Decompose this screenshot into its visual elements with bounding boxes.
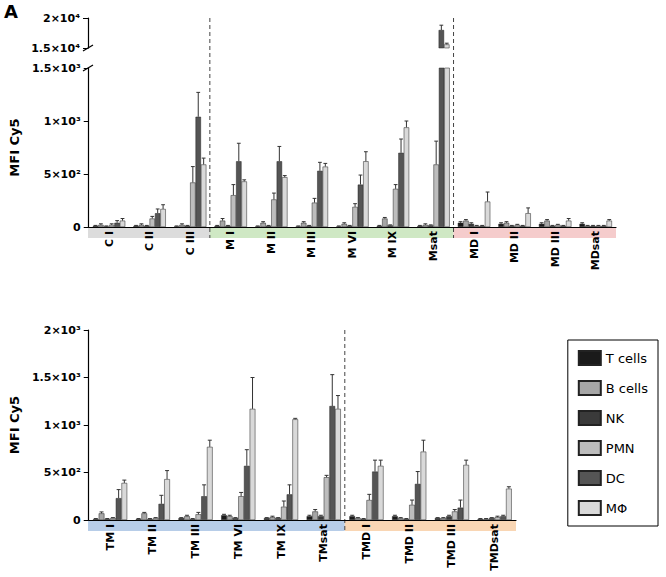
svg-text:0: 0: [73, 514, 81, 527]
svg-text:C I: C I: [103, 231, 116, 247]
svg-text:M IX: M IX: [386, 230, 399, 258]
svg-text:TMD III: TMD III: [445, 524, 458, 568]
svg-text:NK: NK: [606, 411, 625, 426]
svg-text:TMD II: TMD II: [403, 524, 416, 564]
svg-text:C II: C II: [143, 231, 156, 251]
svg-text:1.5×10⁴: 1.5×10⁴: [31, 42, 80, 55]
svg-text:0: 0: [73, 221, 81, 234]
svg-text:A: A: [4, 1, 18, 22]
svg-text:MDsat: MDsat: [589, 231, 602, 270]
svg-text:M VI: M VI: [346, 231, 359, 258]
svg-text:M II: M II: [265, 231, 278, 254]
svg-text:TM IX: TM IX: [275, 523, 288, 558]
svg-text:TM VI: TM VI: [232, 524, 245, 559]
svg-text:MFI Cy5: MFI Cy5: [7, 396, 22, 454]
svg-text:TMDsat: TMDsat: [488, 524, 501, 571]
svg-text:1.5×10³: 1.5×10³: [32, 62, 81, 75]
svg-text:MFI Cy5: MFI Cy5: [7, 118, 22, 176]
svg-text:DC: DC: [606, 471, 625, 486]
svg-text:5×10²: 5×10²: [44, 168, 81, 181]
svg-text:MD II: MD II: [508, 231, 521, 263]
svg-text:1.5×10³: 1.5×10³: [32, 371, 81, 384]
svg-text:M I: M I: [224, 231, 237, 250]
svg-text:C III: C III: [184, 231, 197, 255]
svg-text:T cells: T cells: [605, 351, 647, 366]
svg-text:MD III: MD III: [549, 231, 562, 267]
svg-text:M III: M III: [305, 231, 318, 258]
svg-text:TM I: TM I: [104, 524, 117, 550]
svg-text:1×10³: 1×10³: [44, 419, 81, 432]
svg-text:TMD I: TMD I: [360, 524, 373, 560]
svg-text:TM II: TM II: [146, 524, 159, 554]
svg-text:2×10³: 2×10³: [44, 324, 81, 337]
svg-text:TM III: TM III: [189, 524, 202, 559]
svg-text:B cells: B cells: [606, 381, 648, 396]
svg-text:TMsat: TMsat: [317, 524, 330, 562]
svg-text:1×10³: 1×10³: [44, 115, 81, 128]
svg-text:MΦ: MΦ: [606, 501, 627, 516]
svg-text:Msat: Msat: [427, 231, 440, 261]
svg-text:MD I: MD I: [468, 231, 481, 259]
svg-text:PMN: PMN: [606, 441, 635, 456]
svg-text:5×10²: 5×10²: [44, 466, 81, 479]
svg-text:2×10⁴: 2×10⁴: [43, 12, 80, 25]
